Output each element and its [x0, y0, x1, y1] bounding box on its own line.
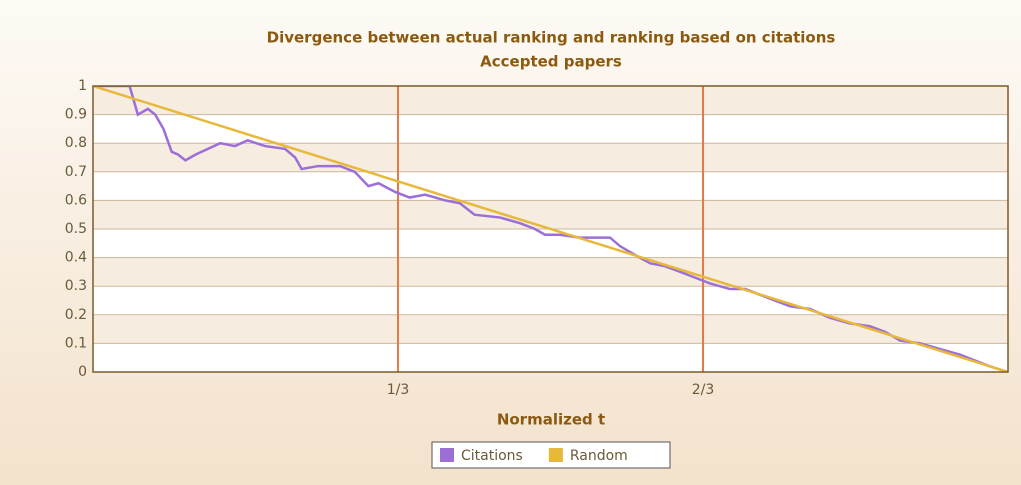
x-tick-label: 2/3 [692, 382, 715, 398]
legend-label: Citations [461, 448, 523, 464]
y-tick-label: 0.5 [65, 221, 87, 237]
y-tick-label: 0.6 [65, 192, 87, 208]
chart-title: Divergence between actual ranking and ra… [267, 29, 836, 47]
legend-label: Random [570, 448, 628, 464]
y-tick-label: 0.9 [65, 107, 87, 123]
legend: Citations Random [431, 441, 671, 469]
plot-band [93, 143, 1008, 172]
plot-band [93, 200, 1008, 229]
plot-band [93, 314, 1008, 344]
chart-subtitle: Accepted papers [480, 53, 622, 71]
y-tick-label: 0.4 [65, 250, 87, 266]
legend-swatch [440, 448, 454, 462]
x-tick-label: 1/3 [387, 382, 410, 398]
legend-swatch [548, 448, 563, 462]
plot-band [93, 257, 1008, 287]
y-tick-label: 0.7 [65, 164, 87, 180]
plot-frame [92, 85, 1009, 373]
series-line [93, 86, 1008, 372]
y-tick-label: 0.8 [65, 135, 87, 151]
x-axis-label: Normalized t [497, 411, 605, 429]
y-tick-label: 0 [78, 364, 87, 380]
plot-band [93, 86, 1008, 115]
y-tick-label: 0.3 [65, 278, 87, 294]
y-tick-label: 0.1 [65, 335, 87, 351]
y-tick-label: 1 [78, 78, 87, 94]
y-tick-label: 0.2 [65, 307, 87, 323]
